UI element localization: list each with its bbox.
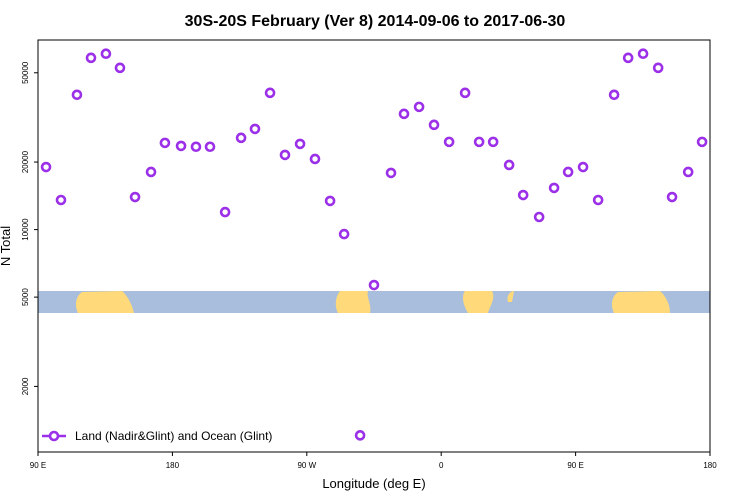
x-tick-label: 90 W [297, 461, 316, 470]
land [335, 291, 371, 313]
point [40, 161, 52, 173]
land [463, 291, 494, 313]
point [517, 189, 529, 201]
point [385, 167, 397, 179]
point [487, 136, 499, 148]
x-tick-label: 180 [703, 461, 717, 470]
point [100, 48, 112, 60]
y-tick-label: 2000 [21, 377, 30, 395]
point [368, 279, 380, 291]
point [459, 87, 471, 99]
y-tick-label: 5000 [21, 288, 30, 306]
point [235, 132, 247, 144]
point [159, 137, 171, 149]
ocean-band [38, 291, 710, 313]
y-tick-label: 10000 [21, 218, 30, 241]
point [413, 101, 425, 113]
point [145, 166, 157, 178]
land [611, 291, 670, 313]
point [264, 87, 276, 99]
legend-marker [48, 430, 60, 442]
point [129, 191, 141, 203]
map-band [38, 291, 710, 313]
point [219, 206, 231, 218]
point [279, 149, 291, 161]
point [309, 153, 321, 165]
point [175, 140, 187, 152]
point [608, 89, 620, 101]
y-axis-label: N Total [0, 226, 13, 266]
point [249, 123, 261, 135]
point [55, 194, 67, 206]
plot-frame [37, 39, 711, 453]
point [85, 52, 97, 64]
point [533, 211, 545, 223]
land [75, 291, 134, 313]
point [443, 136, 455, 148]
point [204, 141, 216, 153]
point [562, 166, 574, 178]
y-tick-label: 50000 [21, 61, 30, 84]
point [338, 228, 350, 240]
point [428, 119, 440, 131]
point [696, 136, 708, 148]
land [507, 291, 514, 302]
point [354, 430, 366, 441]
x-tick-label: 180 [166, 461, 180, 470]
point [114, 62, 126, 74]
x-axis-label: Longitude (deg E) [322, 476, 425, 491]
x-tick-label: 90 E [30, 461, 46, 470]
point [294, 138, 306, 150]
legend-label: Land (Nadir&Glint) and Ocean (Glint) [75, 429, 272, 443]
y-tick-label: 20000 [21, 150, 30, 173]
point [548, 182, 560, 194]
point [592, 194, 604, 206]
point [503, 159, 515, 171]
point [190, 141, 202, 153]
point [71, 89, 83, 101]
point [473, 136, 485, 148]
point [682, 166, 694, 178]
point [622, 52, 634, 64]
x-tick-label: 90 E [567, 461, 583, 470]
x-tick-label: 0 [439, 461, 444, 470]
point [666, 191, 678, 203]
point [324, 195, 336, 207]
point [637, 48, 649, 60]
chart-title: 30S-20S February (Ver 8) 2014-09-06 to 2… [185, 13, 566, 30]
point [577, 161, 589, 173]
point [652, 62, 664, 74]
point [398, 108, 410, 120]
